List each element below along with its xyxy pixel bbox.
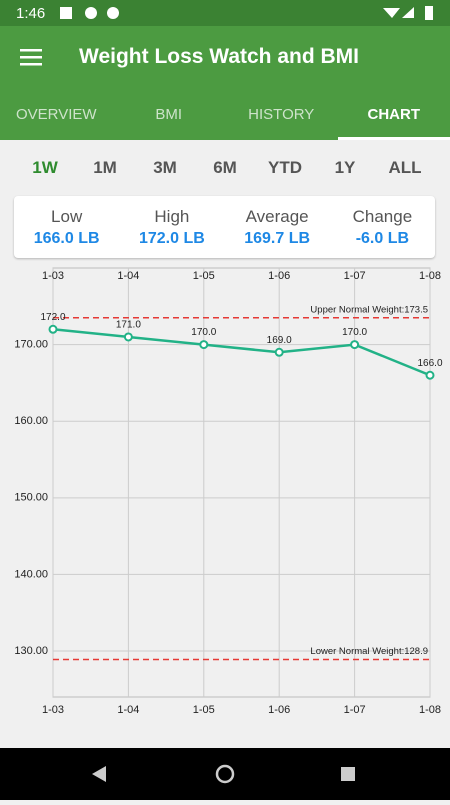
x-tick-label: 1-06: [268, 704, 290, 716]
summary-label: Low: [14, 207, 119, 227]
data-label: 166.0: [417, 358, 442, 369]
data-point: [276, 349, 283, 356]
app-title: Weight Loss Watch and BMI: [79, 45, 359, 69]
range-button[interactable]: ALL: [375, 158, 435, 178]
x-tick-label: 1-06: [268, 270, 290, 282]
x-tick-label: 1-04: [117, 270, 139, 282]
summary-cell: Change -6.0 LB: [330, 196, 435, 258]
data-label: 172.0: [40, 312, 65, 323]
summary-value: -6.0 LB: [330, 230, 435, 248]
recents-button[interactable]: [341, 767, 355, 781]
x-tick-label: 1-07: [344, 704, 366, 716]
range-button[interactable]: 1Y: [315, 158, 375, 178]
x-tick-label: 1-04: [117, 704, 139, 716]
back-button[interactable]: [92, 766, 106, 782]
y-tick-label: 160.00: [14, 415, 48, 427]
summary-cell: High 172.0 LB: [119, 196, 224, 258]
x-tick-label: 1-05: [193, 270, 215, 282]
data-point: [351, 341, 358, 348]
data-point: [200, 341, 207, 348]
plot-area: [53, 268, 430, 697]
summary-label: Average: [225, 207, 330, 227]
summary-cell: Low 166.0 LB: [14, 196, 119, 258]
chart: 130.00 140.00 150.00 160.00 170.00 1-03 1-03 1-…: [0, 260, 450, 730]
data-label: 170.0: [342, 327, 367, 338]
x-tick-label: 1-05: [193, 704, 215, 716]
tab[interactable]: OVERVIEW: [0, 98, 113, 140]
data-point: [427, 372, 434, 379]
range-button[interactable]: YTD: [255, 158, 315, 178]
x-tick-label: 1-08: [419, 704, 441, 716]
status-bar: 1:46: [0, 0, 450, 26]
y-tick-label: 140.00: [14, 568, 48, 580]
nav-bar: [0, 748, 450, 800]
menu-button[interactable]: [20, 48, 42, 66]
reference-label: Upper Normal Weight:173.5: [310, 304, 428, 315]
range-button[interactable]: 6M: [195, 158, 255, 178]
tab[interactable]: CHART: [338, 98, 450, 140]
range-button[interactable]: 3M: [135, 158, 195, 178]
summary-value: 169.7 LB: [225, 230, 330, 248]
summary-label: Change: [330, 207, 435, 227]
range-button[interactable]: 1M: [75, 158, 135, 178]
summary-label: High: [119, 207, 224, 227]
summary-value: 166.0 LB: [14, 230, 119, 248]
range-button[interactable]: 1W: [15, 158, 75, 178]
nav-buttons: [0, 748, 450, 800]
data-point: [125, 333, 132, 340]
y-tick-label: 130.00: [14, 645, 48, 657]
x-tick-label: 1-03: [42, 270, 64, 282]
y-tick-label: 150.00: [14, 492, 48, 504]
tab[interactable]: BMI: [113, 98, 226, 140]
data-label: 170.0: [191, 327, 216, 338]
data-label: 169.0: [267, 335, 292, 346]
x-tick-label: 1-08: [419, 270, 441, 282]
x-tick-label: 1-03: [42, 704, 64, 716]
summary-value: 172.0 LB: [119, 230, 224, 248]
data-line: [53, 329, 430, 375]
data-label: 171.0: [116, 320, 141, 331]
tab[interactable]: HISTORY: [225, 98, 338, 140]
y-tick-label: 170.00: [14, 339, 48, 351]
reference-label: Lower Normal Weight:128.9: [310, 646, 428, 657]
data-point: [50, 326, 57, 333]
x-tick-label: 1-07: [344, 270, 366, 282]
summary-cell: Average 169.7 LB: [225, 196, 330, 258]
home-button[interactable]: [217, 766, 233, 782]
status-icons: [0, 0, 450, 26]
